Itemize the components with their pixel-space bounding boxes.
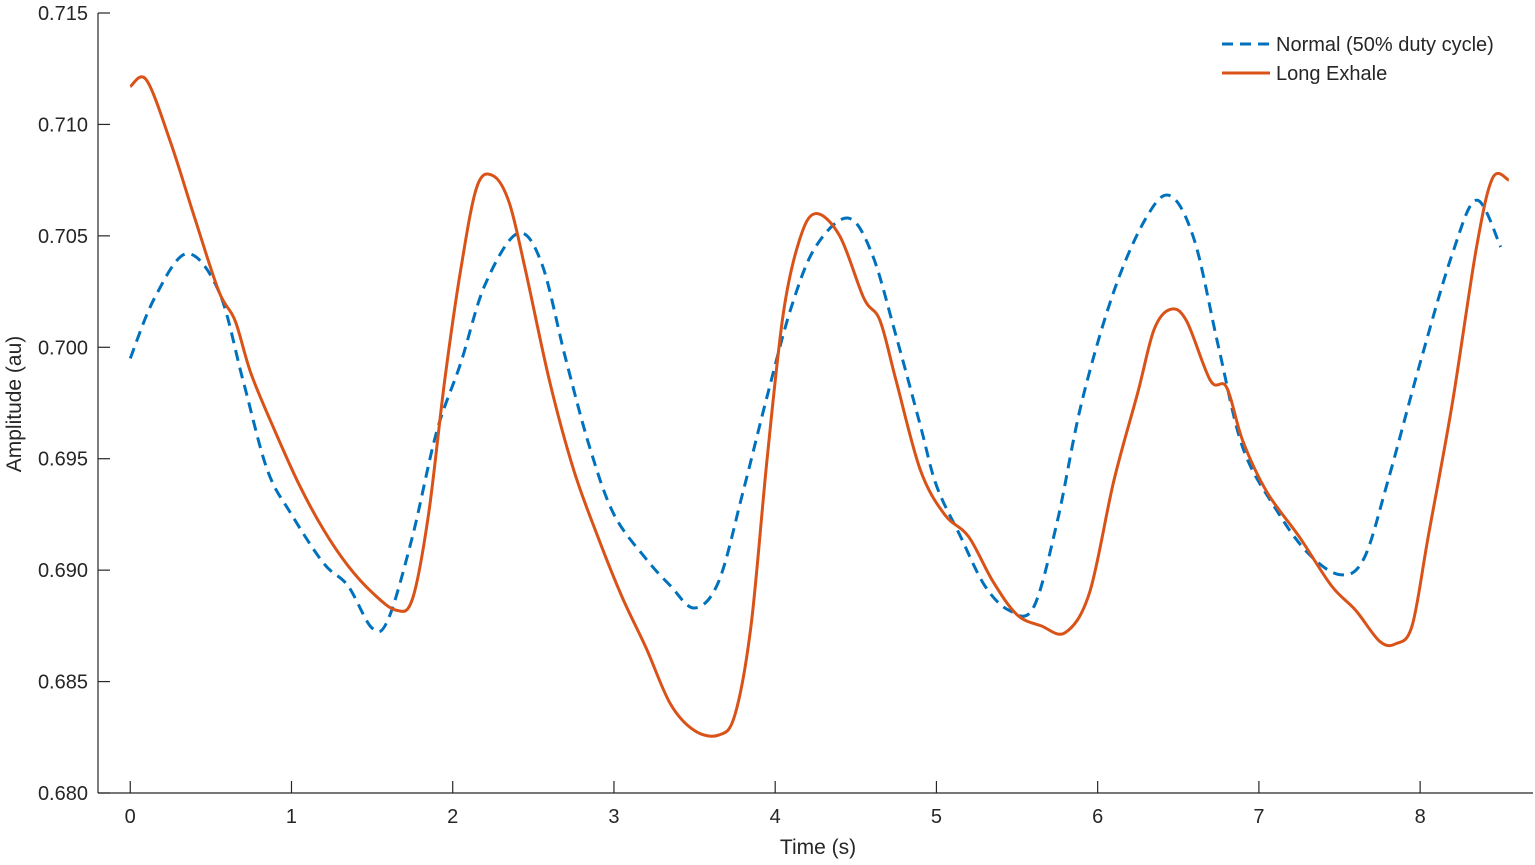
x-tick-label: 0	[125, 806, 136, 828]
x-tick-label: 6	[1092, 806, 1103, 828]
series-line-long-exhale	[129, 75, 1510, 738]
x-tick-label: 2	[447, 806, 458, 828]
y-tick-label: 0.700	[38, 337, 88, 359]
legend-label: Long Exhale	[1276, 63, 1387, 85]
y-tick-label: 0.685	[38, 672, 88, 694]
legend-label: Normal (50% duty cycle)	[1276, 34, 1494, 56]
y-tick-label: 0.690	[38, 560, 88, 582]
x-tick-label: 1	[286, 806, 297, 828]
y-tick-label: 0.715	[38, 3, 88, 25]
x-tick-label: 4	[770, 806, 781, 828]
x-tick-label: 8	[1415, 806, 1426, 828]
series-line-normal	[128, 193, 1503, 634]
x-axis-title: Time (s)	[780, 836, 856, 859]
y-tick-label: 0.680	[38, 783, 88, 805]
axes: 0 1 2 3 4 5 6 7 8 0.680 0.685 0.690 0.695 0.700 0.705 0…	[38, 3, 1533, 828]
x-tick-label: 7	[1253, 806, 1264, 828]
y-tick-label: 0.695	[38, 449, 88, 471]
legend: Normal (50% duty cycle) Long Exhale	[1222, 34, 1494, 85]
y-tick-label: 0.705	[38, 226, 88, 248]
y-tick-label: 0.710	[38, 114, 88, 136]
y-axis-title: Amplitude (au)	[3, 336, 26, 473]
series-lines	[128, 75, 1510, 738]
x-tick-label: 3	[608, 806, 619, 828]
x-tick-label: 5	[931, 806, 942, 828]
